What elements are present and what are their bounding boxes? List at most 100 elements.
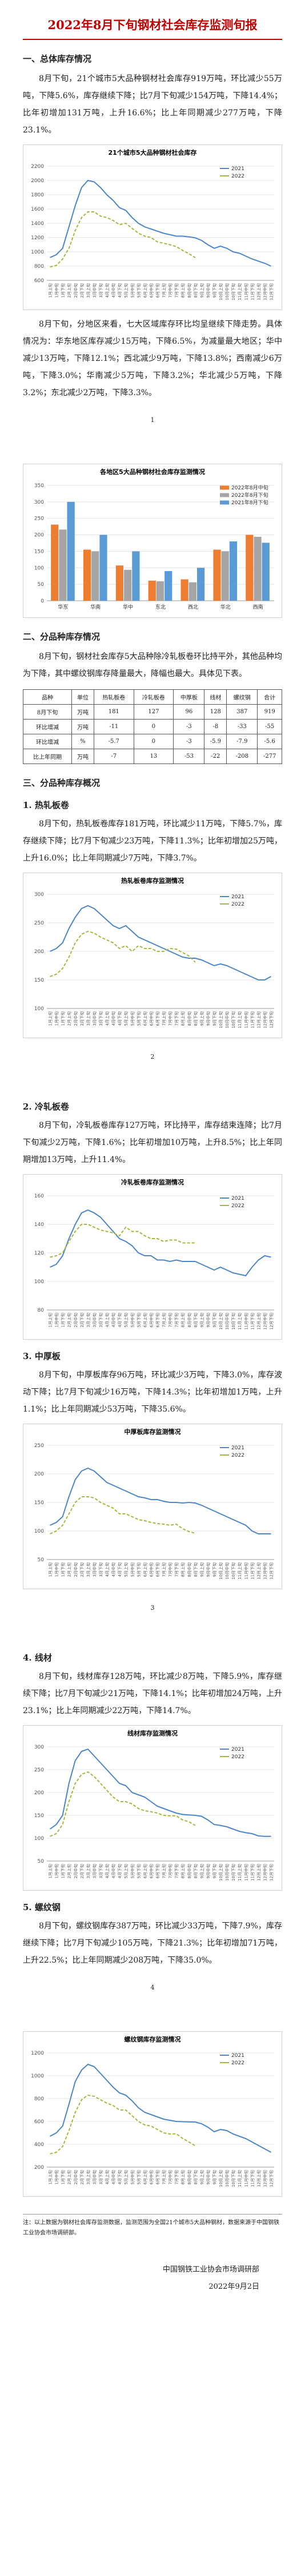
x-tick-label: 1月下旬 — [61, 1011, 66, 1026]
table-cell: -3 — [173, 719, 205, 734]
y-tick-label: 1200 — [31, 235, 44, 241]
x-tick-label: 10月中旬 — [224, 1313, 230, 1330]
heading: 2. 冷轧板卷 — [23, 1102, 69, 1112]
page: 2022年8月下旬钢材社会库存监测旬报 一、总体库存情况 8月下旬，21个城市5… — [0, 16, 305, 2576]
line-series — [50, 2094, 196, 2155]
table-cell: 热轧板卷 — [93, 689, 134, 705]
table-cell: -3 — [173, 734, 205, 749]
x-tick-label: 8月下旬 — [193, 2170, 198, 2184]
legend-label: 2022 — [231, 174, 244, 179]
table-cell: 环比增减 — [22, 734, 73, 749]
page-number: 1 — [150, 416, 155, 424]
y-tick-label: 2200 — [31, 164, 44, 170]
bar — [246, 535, 254, 601]
heading: 一、总体库存情况 — [23, 54, 92, 64]
x-tick-label: 1月上旬 — [48, 1313, 53, 1327]
legend-label: 2021 — [231, 166, 244, 172]
x-tick-label: 5月上旬 — [123, 2170, 129, 2184]
chart: 冷轧板卷库存监测情况 80 100 120 140 160 2021 2022 1月上旬 1月中旬… — [23, 1174, 282, 1340]
table-cell: -277 — [257, 749, 282, 764]
legend-label: 2021 — [231, 1196, 244, 1201]
x-tick-label: 11月上旬 — [237, 283, 242, 300]
table-cell: -22 — [204, 749, 227, 764]
table-cell: -55 — [257, 719, 282, 734]
x-tick-label: 6月上旬 — [142, 1562, 147, 1577]
paragraph: 8月下旬，分地区来看，七大区域库存环比均呈继续下降走势。具体情况为：华东地区库存… — [23, 320, 282, 397]
table-cell: -5.7 — [93, 734, 134, 749]
x-tick-label: 5月下旬 — [136, 2170, 141, 2184]
y-tick-label: 200 — [34, 2165, 44, 2171]
x-tick-label: 2月下旬 — [79, 1011, 85, 1026]
x-tick-label: 7月下旬 — [174, 1562, 179, 1577]
x-tick-label: 5月中旬 — [130, 1562, 135, 1577]
x-tick-label: 5月上旬 — [123, 1011, 129, 1026]
chart-frame — [23, 873, 282, 1038]
y-tick-label: 160 — [34, 1193, 44, 1199]
table-cell: 品种 — [22, 689, 73, 705]
table-row: 比上年同期 万吨 -7 13 -53 -22 -208 -277 — [22, 749, 282, 764]
x-tick-label: 10月下旬 — [231, 283, 236, 300]
bar — [83, 549, 91, 601]
x-tick-label: 3月下旬 — [98, 1562, 103, 1577]
x-tick-label: 5月上旬 — [123, 283, 129, 298]
x-tick-label: 3月上旬 — [86, 1864, 91, 1878]
x-tick-label: 3月上旬 — [86, 1562, 91, 1577]
x-tick-label: 7月上旬 — [162, 1864, 167, 1878]
bar — [262, 542, 270, 601]
bar — [156, 581, 164, 601]
heading: 4. 线材 — [23, 1653, 52, 1663]
x-tick-label: 1月中旬 — [54, 1313, 59, 1327]
x-tick-label: 8月上旬 — [180, 1313, 186, 1327]
x-tick-label: 1月下旬 — [61, 2170, 66, 2184]
page-number: 3 — [150, 1604, 155, 1611]
table-row: 环比增减 万吨 -11 0 -3 -8 -33 -55 — [22, 719, 282, 734]
table-row: 8月下旬 万吨 181 127 96 128 387 919 — [22, 704, 282, 720]
x-tick-label: 5月下旬 — [136, 1011, 141, 1026]
chart-title: 各地区5大品种钢材社会库存监测情况 — [99, 468, 205, 476]
x-tick-label: 5月上旬 — [123, 1864, 129, 1878]
table-row: 环比增减% -5.7 0 -3 -5.9 -7.9 -5.6 — [22, 734, 282, 749]
x-tick-label: 2月下旬 — [79, 283, 85, 298]
table-cell: -53 — [173, 749, 205, 764]
y-tick-label: 300 — [34, 1745, 44, 1750]
chart-title: 热轧板卷库存监测情况 — [121, 877, 184, 885]
x-tick-label: 12月上旬 — [256, 1562, 261, 1580]
x-tick-label: 华南 — [90, 604, 101, 610]
x-tick-label: 7月中旬 — [168, 2170, 173, 2184]
x-tick-label: 5月下旬 — [136, 283, 141, 298]
heading: 3. 中厚板 — [23, 1351, 61, 1361]
y-tick-label: 300 — [34, 500, 44, 505]
x-tick-label: 10月上旬 — [218, 1562, 223, 1580]
x-tick-label: 11月上旬 — [237, 1562, 242, 1580]
x-tick-label: 4月上旬 — [105, 1313, 110, 1327]
table-cell: -7.9 — [226, 734, 258, 749]
x-tick-label: 4月中旬 — [111, 2170, 116, 2184]
x-tick-label: 2月中旬 — [73, 1864, 78, 1878]
x-tick-label: 4月中旬 — [111, 1864, 116, 1878]
x-tick-label: 11月中旬 — [243, 1313, 248, 1330]
page-number: 4 — [150, 1984, 155, 1991]
x-tick-label: 2月下旬 — [79, 1562, 85, 1577]
y-tick-label: 250 — [34, 921, 44, 926]
x-tick-label: 10月上旬 — [218, 1011, 223, 1028]
y-tick-label: 100 — [34, 1836, 44, 1842]
x-tick-label: 7月下旬 — [174, 1864, 179, 1878]
x-tick-label: 华中 — [123, 604, 133, 610]
legend-label: 2021 — [231, 894, 244, 900]
x-tick-label: 11月中旬 — [243, 2170, 248, 2187]
x-tick-label: 9月上旬 — [199, 283, 204, 298]
table-row: 品种 单位 热轧板卷 冷轧板卷 中厚板 线材 螺纹钢 合计 — [22, 689, 282, 705]
x-tick-label: 5月中旬 — [130, 283, 135, 298]
y-tick-label: 150 — [34, 549, 44, 554]
chart-frame — [23, 464, 282, 618]
x-tick-label: 6月上旬 — [142, 1011, 147, 1026]
x-tick-label: 8月上旬 — [180, 1562, 186, 1577]
bar — [67, 501, 75, 601]
x-tick-label: 12月上旬 — [256, 1313, 261, 1330]
x-tick-label: 12月中旬 — [262, 2170, 267, 2187]
x-tick-label: 11月上旬 — [237, 1011, 242, 1028]
table-cell: 冷轧板卷 — [133, 689, 174, 705]
x-tick-label: 9月下旬 — [212, 1864, 217, 1878]
x-tick-label: 8月上旬 — [180, 1011, 186, 1026]
